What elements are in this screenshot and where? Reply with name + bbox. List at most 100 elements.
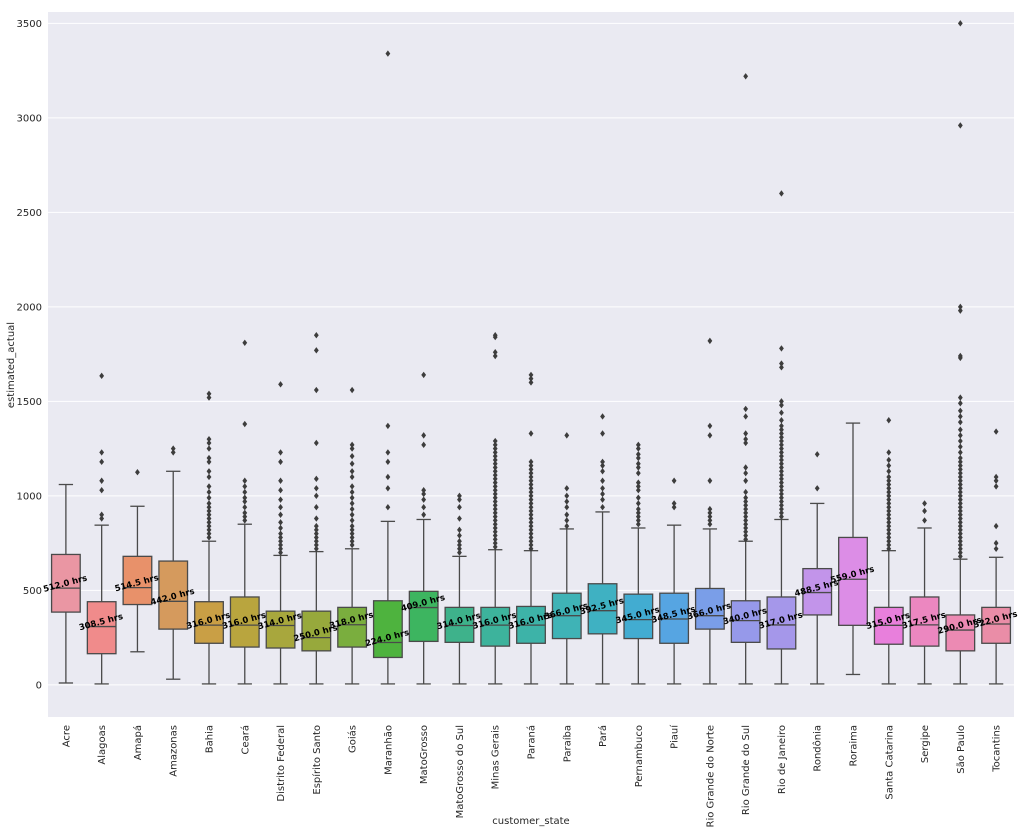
- outlier-point: [349, 441, 355, 449]
- box: [194, 601, 224, 644]
- outlier-point: [635, 441, 641, 449]
- outlier-point: [957, 519, 963, 526]
- outlier-point: [457, 532, 462, 539]
- outlier-point: [242, 477, 248, 484]
- outlier-point: [957, 394, 963, 401]
- outlier-point: [492, 468, 498, 475]
- box: [372, 600, 403, 659]
- outlier-point: [206, 507, 212, 515]
- outlier-point: [206, 530, 212, 537]
- outlier-point: [886, 511, 892, 518]
- box: [659, 592, 690, 644]
- outlier-point: [528, 430, 534, 437]
- outlier-point: [278, 534, 283, 541]
- outlier-point: [635, 483, 641, 490]
- outlier-point: [886, 515, 892, 522]
- outlier-point: [779, 468, 784, 475]
- outlier-point: [278, 530, 283, 537]
- outlier-point: [957, 492, 963, 500]
- box-group: 392.5 hrs: [579, 413, 625, 685]
- box-group: 366.0 hrs: [686, 337, 732, 685]
- outlier-point: [743, 435, 749, 443]
- outlier-point: [528, 469, 534, 477]
- outlier-point: [957, 443, 963, 450]
- outlier-point: [779, 498, 784, 505]
- outlier-point: [457, 492, 462, 500]
- outlier-point: [886, 492, 892, 500]
- box-group: 317.0 hrs: [758, 190, 804, 685]
- outlier-point: [528, 504, 534, 511]
- outlier-point: [743, 498, 749, 505]
- outlier-point: [421, 511, 427, 518]
- box: [158, 560, 189, 630]
- outlier-point: [492, 543, 498, 551]
- outlier-point: [492, 513, 498, 520]
- outlier-point: [743, 469, 749, 477]
- outlier-point: [671, 477, 677, 484]
- outlier-point: [313, 515, 319, 522]
- box: [86, 601, 117, 655]
- outlier-point: [170, 449, 176, 456]
- outlier-point: [957, 20, 963, 27]
- outlier-point: [528, 371, 534, 379]
- outlier-point: [993, 522, 999, 530]
- outlier-point: [242, 504, 248, 511]
- outlier-point: [242, 513, 248, 520]
- outlier-point: [313, 485, 319, 492]
- outlier-point: [886, 541, 892, 549]
- outlier-point: [779, 475, 784, 483]
- y-axis-label: estimated_actual: [6, 322, 17, 408]
- box: [301, 610, 332, 652]
- outlier-point: [528, 519, 534, 526]
- outlier-point: [635, 517, 641, 524]
- outlier-point: [492, 452, 498, 460]
- box-group: 322.0 hrs: [972, 428, 1019, 685]
- outlier-point: [278, 545, 283, 552]
- outlier-point: [457, 541, 462, 549]
- outlier-point: [385, 449, 391, 456]
- outlier-point: [957, 553, 963, 560]
- outlier-point: [671, 500, 677, 507]
- box: [408, 590, 439, 643]
- outlier-point: [492, 498, 498, 505]
- outlier-point: [492, 521, 498, 528]
- outlier-point: [957, 526, 963, 534]
- outlier-point: [779, 449, 784, 456]
- outlier-point: [957, 407, 963, 415]
- outlier-point: [492, 532, 498, 539]
- outlier-point: [278, 511, 283, 518]
- box-group: 559.0 hrs: [829, 422, 876, 676]
- outlier-point: [278, 449, 283, 456]
- box-group: 308.5 hrs: [78, 372, 124, 685]
- outlier-point: [743, 528, 749, 535]
- outlier-point: [671, 504, 677, 511]
- outlier-point: [206, 488, 212, 496]
- outlier-point: [349, 445, 355, 452]
- outlier-point: [492, 460, 498, 467]
- outlier-point: [743, 517, 749, 524]
- box-group: 314.0 hrs: [436, 492, 482, 685]
- outlier-point: [743, 521, 749, 528]
- outlier-point: [349, 452, 355, 460]
- outlier-point: [528, 466, 534, 473]
- outlier-point: [957, 496, 963, 503]
- outlier-point: [170, 445, 176, 452]
- outlier-point: [421, 486, 427, 494]
- outlier-point: [635, 460, 641, 467]
- outlier-point: [457, 538, 462, 545]
- x-tick-label: Ceará: [239, 725, 251, 755]
- outlier-point: [779, 437, 784, 445]
- box: [802, 567, 833, 616]
- outlier-point: [779, 505, 784, 513]
- outlier-point: [779, 471, 784, 479]
- outlier-point: [492, 490, 498, 498]
- outlier-point: [278, 541, 283, 549]
- outlier-point: [886, 534, 892, 541]
- outlier-point: [313, 492, 319, 500]
- box: [122, 555, 153, 606]
- outlier-point: [886, 522, 892, 530]
- x-tick-label: Rio Grande do Sul: [741, 725, 752, 815]
- x-tick-label: Alagoas: [97, 725, 108, 765]
- outlier-point: [278, 477, 283, 484]
- y-tick-label: 1500: [17, 397, 42, 408]
